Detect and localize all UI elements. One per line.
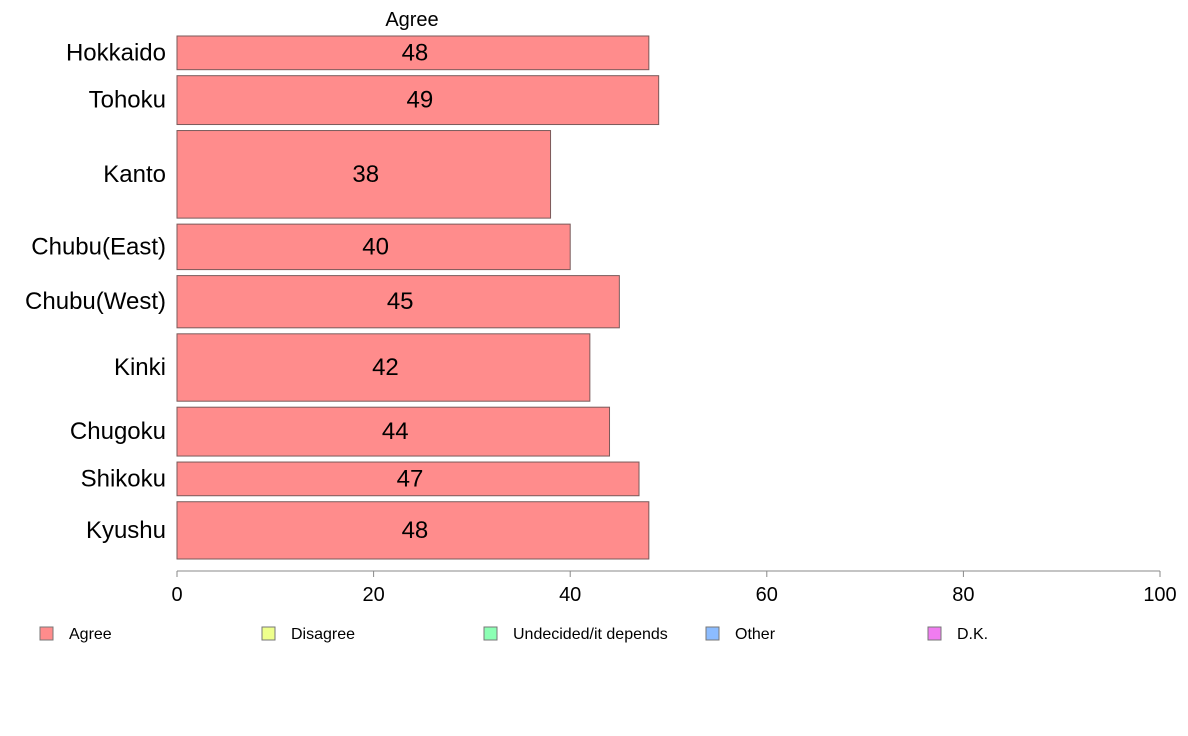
x-tick-label: 100 (1143, 584, 1176, 606)
legend-swatch (39, 626, 54, 641)
legend-label: Other (735, 626, 776, 643)
bar-tohoku (176, 75, 660, 126)
bar-kanto (176, 130, 552, 219)
legend-swatch (705, 626, 720, 641)
x-tick-label: 80 (952, 584, 974, 606)
bar-chubu-west- (176, 275, 620, 329)
data-label: 44 (382, 418, 409, 445)
data-label: 40 (362, 233, 389, 260)
legend-swatch (483, 626, 498, 641)
legend-swatch (927, 626, 942, 641)
bar-kyushu (176, 501, 650, 560)
category-label: Chugoku (70, 418, 166, 445)
x-tick-label: 40 (559, 584, 581, 606)
category-label: Kyushu (86, 517, 166, 544)
x-tick-label: 0 (171, 584, 182, 606)
x-tick-label: 20 (362, 584, 384, 606)
legend-label: Undecided/it depends (513, 626, 668, 643)
category-label: Chubu(East) (31, 233, 166, 260)
data-label: 49 (406, 87, 433, 114)
x-axis: 0 20 40 60 80 100 (171, 570, 1177, 606)
bar-chugoku (176, 406, 611, 457)
category-label: Kanto (103, 161, 166, 188)
category-label: Tohoku (89, 87, 166, 114)
category-label: Kinki (114, 354, 166, 381)
bars-group: Hokkaido 48 Tohoku 49 Kanto 38 Chubu(East) 40 Ch… (25, 35, 660, 560)
category-label: Hokkaido (66, 39, 166, 66)
chart-title: Agree (385, 9, 438, 31)
bar-shikoku (176, 461, 640, 497)
x-tick-label: 60 (756, 584, 778, 606)
legend-swatch (261, 626, 276, 641)
data-label: 47 (397, 465, 424, 492)
category-label: Shikoku (81, 465, 166, 492)
legend-label: Disagree (291, 626, 355, 643)
bar-chubu-east- (176, 223, 571, 271)
category-label: Chubu(West) (25, 288, 166, 315)
data-label: 48 (402, 39, 429, 66)
data-label: 45 (387, 288, 414, 315)
legend: Agree Disagree Undecided/it depends Other D.… (39, 626, 988, 643)
legend-label: D.K. (957, 626, 988, 643)
data-label: 42 (372, 354, 399, 381)
data-label: 48 (402, 517, 429, 544)
legend-label: Agree (69, 626, 112, 643)
bar-kinki (176, 333, 591, 402)
data-label: 38 (352, 161, 379, 188)
bar-hokkaido (176, 35, 650, 71)
